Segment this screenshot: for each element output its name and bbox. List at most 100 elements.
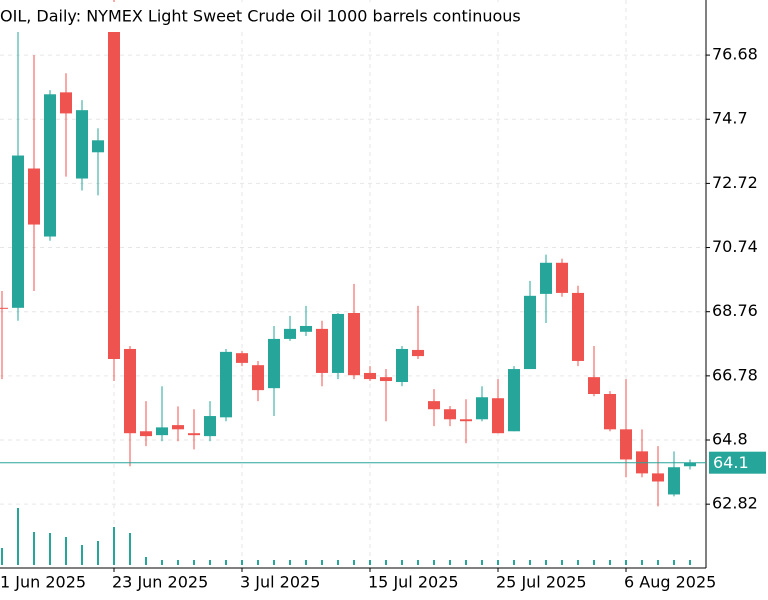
volume-bar [225, 560, 227, 565]
candle-body [492, 398, 504, 434]
volume-bar [497, 560, 499, 565]
candle-body [284, 328, 296, 339]
volume-bar [673, 560, 675, 565]
volume-bar [481, 560, 483, 565]
volume-bar [289, 560, 291, 565]
x-tick-label: 3 Jul 2025 [240, 573, 320, 592]
candle-body [348, 312, 360, 376]
volume-bar [545, 560, 547, 565]
x-tick-label: 1 Jun 2025 [0, 573, 86, 592]
volume-bar [97, 541, 99, 565]
candle-body [140, 431, 152, 437]
candle-body [524, 295, 536, 370]
plot [0, 0, 696, 565]
volume-bar [609, 560, 611, 565]
candle-body [252, 365, 264, 391]
volume-bar [65, 537, 67, 565]
y-tick-label: 66.78 [712, 365, 758, 384]
candle-body [76, 110, 88, 179]
volume-bar [145, 557, 147, 565]
volume-bar [689, 560, 691, 565]
candle-body [604, 394, 616, 430]
candle-body [28, 168, 40, 225]
candle-body [108, 10, 120, 360]
last-price-box [709, 451, 766, 474]
y-tick-label: 76.68 [712, 45, 758, 64]
volume-bar [177, 560, 179, 565]
candle-body [300, 325, 312, 332]
volume-bar [321, 560, 323, 565]
candle-body [460, 419, 472, 422]
candle-body [380, 377, 392, 382]
candle-body [0, 307, 8, 309]
volume-bar [33, 532, 35, 565]
y-tick-label: 62.82 [712, 494, 758, 513]
volume-bar [81, 545, 83, 565]
candle-body [508, 369, 520, 432]
candle-body [620, 429, 632, 460]
candle-body [204, 416, 216, 437]
title-bg [0, 2, 552, 32]
candle-body [188, 433, 200, 436]
candle-body [396, 348, 408, 383]
volume-bar [369, 560, 371, 565]
x-tick-label: 25 Jul 2025 [496, 573, 587, 592]
volume-bar [17, 508, 19, 565]
y-tick-label: 72.72 [712, 173, 758, 192]
volume-bar [577, 560, 579, 565]
candle-body [652, 473, 664, 482]
candle-body [60, 92, 72, 114]
volume-bar [113, 527, 115, 565]
x-tick-label: 15 Jul 2025 [368, 573, 459, 592]
volume-bar [625, 560, 627, 565]
volume-bar [193, 560, 195, 565]
candle-body [92, 140, 104, 153]
volume-bar [465, 560, 467, 565]
candle-body [540, 262, 552, 294]
candle-body [268, 338, 280, 389]
candle-body [444, 409, 456, 420]
y-tick-label: 74.7 [712, 109, 748, 128]
candle-body [316, 328, 328, 373]
y-tick-label: 70.74 [712, 237, 758, 256]
y-tick-label: 64.8 [712, 430, 748, 449]
candle-body [156, 427, 168, 436]
candle-body [236, 353, 248, 363]
y-tick-label: 68.76 [712, 301, 758, 320]
candle-body [412, 349, 424, 357]
volume-bar [1, 548, 3, 565]
volume-bar [385, 560, 387, 565]
volume-bar [129, 533, 131, 565]
x-tick-label: 23 Jun 2025 [112, 573, 208, 592]
chart-title: OIL, Daily: NYMEX Light Sweet Crude Oil … [0, 7, 521, 26]
x-tick-label: 6 Aug 2025 [624, 573, 716, 592]
candle-body [332, 313, 344, 373]
candle-body [172, 425, 184, 430]
volume-bar [417, 560, 419, 565]
volume-bar [513, 560, 515, 565]
candle-body [124, 348, 136, 434]
volume-bar [433, 560, 435, 565]
volume-bar [273, 560, 275, 565]
volume-bar [529, 560, 531, 565]
volume-bar [337, 560, 339, 565]
candle-body [44, 94, 56, 237]
volume-bar [161, 560, 163, 565]
candle-body [476, 397, 488, 420]
volume-bar [657, 560, 659, 565]
candle-body [572, 292, 584, 361]
volume-bar [449, 560, 451, 565]
candle-body [364, 372, 376, 380]
volume-bar [353, 560, 355, 565]
candle-body [684, 462, 696, 467]
volume-bar [209, 560, 211, 565]
last-price-label: 64.1 [713, 453, 749, 472]
volume-bar [257, 560, 259, 565]
candle-body [220, 351, 232, 418]
volume-bar [305, 560, 307, 565]
candle-body [428, 401, 440, 410]
volume-bar [561, 560, 563, 565]
candle-body [556, 262, 568, 293]
